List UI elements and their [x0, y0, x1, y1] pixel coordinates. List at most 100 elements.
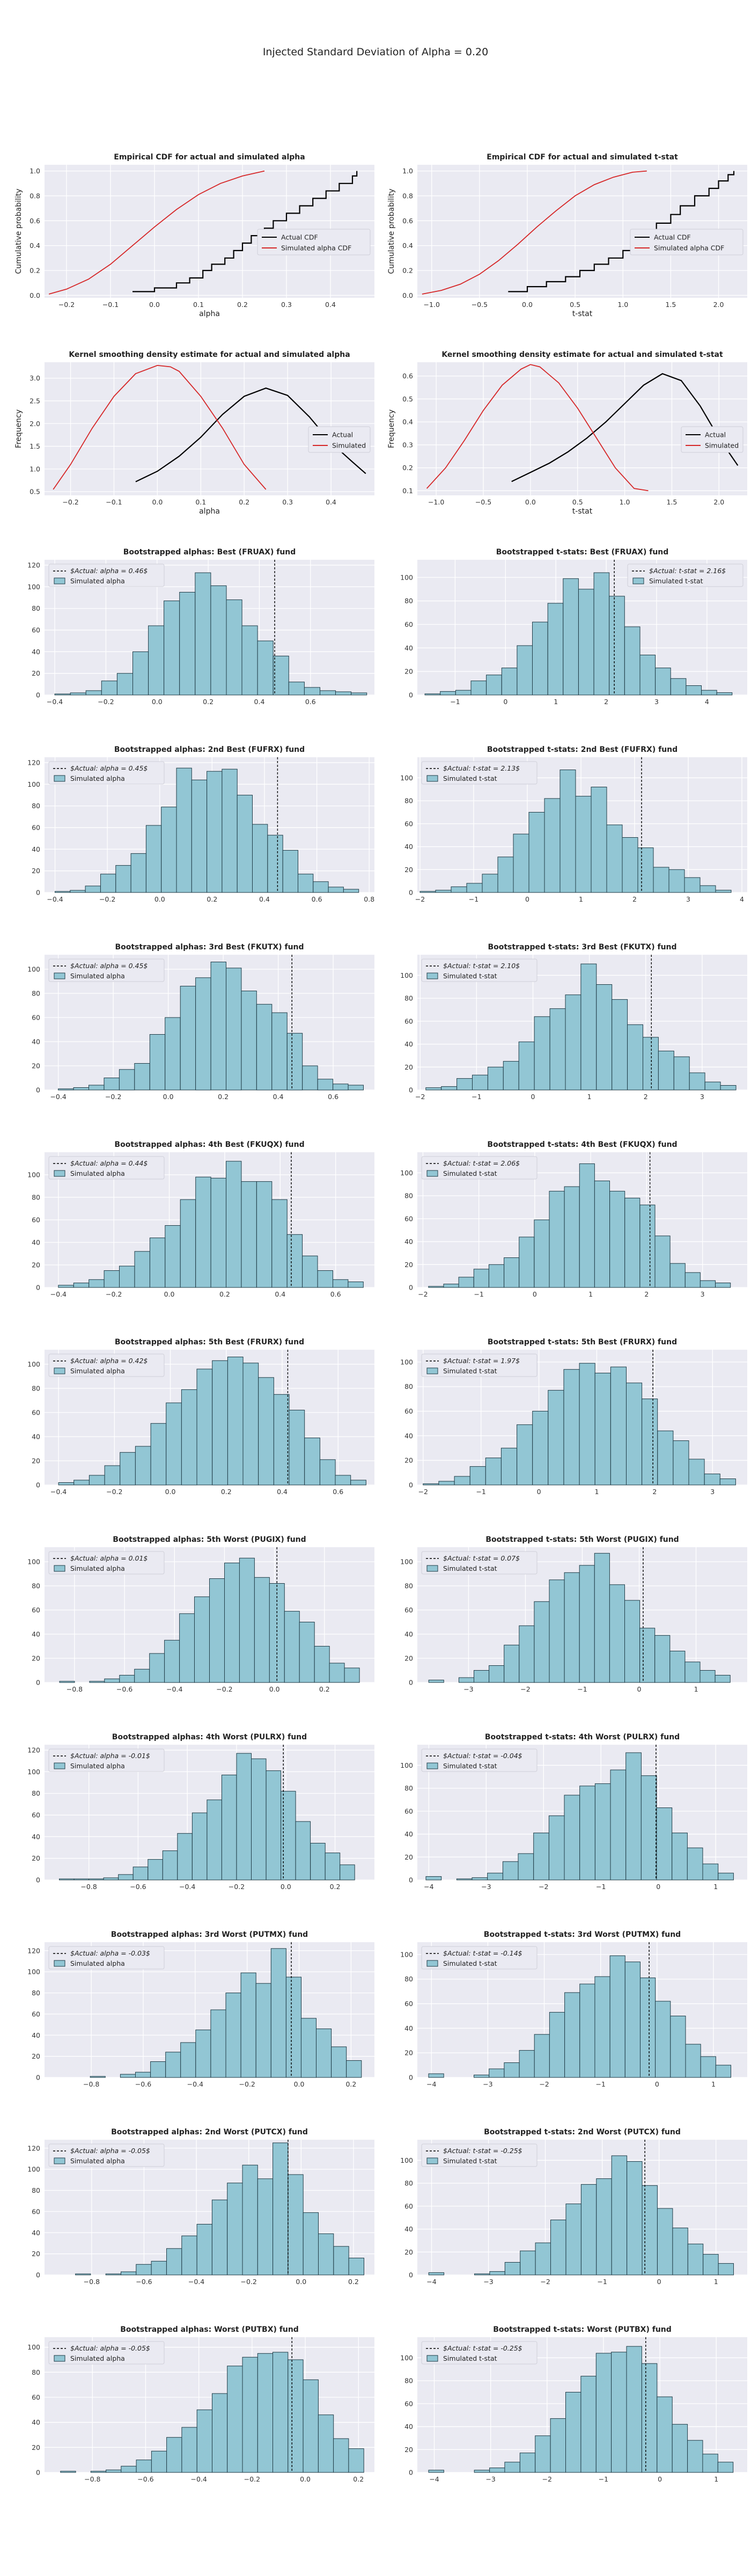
histogram-bar [302, 1255, 318, 1288]
x-tick-label: 0.5 [570, 301, 580, 309]
y-tick-label: 0.5 [402, 395, 413, 403]
legend: $Actual: t-stat = -0.25$ Simulated t-stat [421, 2341, 538, 2365]
histogram-bar [625, 1752, 642, 1880]
y-tick-label: 60 [32, 626, 40, 634]
histogram-bar [419, 891, 436, 893]
histogram-bar [466, 883, 483, 893]
y-tick-label: 100 [400, 774, 413, 782]
x-tick-label: −0.5 [475, 498, 491, 506]
histogram-bar [73, 1878, 90, 1880]
legend-swatch-simulated [426, 1960, 438, 1967]
y-tick-label: 60 [404, 1214, 413, 1223]
y-tick-label: 80 [32, 604, 40, 612]
histogram-bar [104, 1465, 121, 1485]
x-tick-label: 0.6 [330, 1290, 341, 1298]
histogram-bar [73, 1480, 90, 1485]
histogram-bar [351, 692, 367, 696]
chart-panel-0: −0.2 −0.1 0.0 0.1 0.2 0.3 0.4 0.0 0.2 0.4 0.6 0.8 1.… [14, 153, 374, 318]
x-tick-label: −0.6 [136, 2278, 152, 2286]
x-tick-label: 0 [503, 698, 507, 706]
chart-panel-18: −0.8 −0.6 −0.4 −0.2 0.0 0.2 0 20 40 60 80 100 120 Boo… [27, 1930, 374, 2088]
chart-panel-12: −0.4 −0.2 0.0 0.2 0.4 0.6 0 20 40 60 80 100 Bootstra… [27, 1338, 374, 1496]
y-tick-label: 40 [32, 1038, 40, 1046]
histogram-bar [503, 1061, 519, 1091]
histogram-bar [118, 1874, 134, 1880]
histogram-bar [73, 1283, 90, 1288]
y-tick-label: 100 [400, 573, 413, 581]
y-tick-label: 80 [404, 1192, 413, 1200]
histogram-bar [487, 1872, 503, 1880]
histogram-bar [100, 874, 116, 893]
y-tick-label: 20 [404, 1655, 413, 1663]
histogram-bar [489, 2068, 505, 2078]
histogram-bar [346, 2060, 362, 2078]
legend-label-actual: $Actual: t-stat = -0.14$ [443, 1949, 522, 1957]
histogram-bar [89, 1878, 104, 1880]
histogram-bar [559, 770, 576, 893]
histogram-bar [470, 680, 487, 696]
x-tick-label: −1.0 [424, 301, 440, 309]
histogram-bar [241, 625, 258, 696]
histogram-bar [474, 2273, 490, 2275]
legend-label-simulated: Simulated t-stat [649, 577, 703, 585]
histogram-bar [513, 833, 529, 893]
y-tick-label: 20 [404, 1457, 413, 1465]
legend: Actual Simulated [681, 426, 743, 453]
histogram-bar [148, 1859, 163, 1880]
y-axis-label: Cumulative probability [387, 188, 396, 274]
histogram-bar [639, 655, 656, 696]
histogram-bar [177, 1833, 193, 1880]
legend-box [421, 1748, 538, 1772]
x-tick-label: 0.4 [326, 498, 336, 506]
y-tick-label: 20 [404, 2248, 413, 2256]
histogram-bar [578, 589, 594, 696]
histogram-bar [451, 886, 467, 893]
histogram-bar [504, 2462, 520, 2473]
histogram-bar [580, 2376, 597, 2473]
y-tick-label: 0 [409, 2074, 413, 2082]
chart-panel-6: −0.4 −0.2 0.0 0.2 0.4 0.6 0.8 0 20 40 60 80 100 120 Bo… [27, 745, 374, 903]
histogram-bar [343, 889, 359, 893]
y-tick-label: 20 [32, 669, 40, 677]
histogram-bar [610, 1769, 627, 1880]
y-tick-label: 0 [409, 691, 413, 699]
legend-label: Actual CDF [281, 233, 318, 241]
histogram-bar [443, 1284, 459, 1288]
x-tick-label: 0.2 [203, 698, 213, 706]
legend-label: Simulated [332, 442, 366, 450]
x-tick-label: −0.6 [130, 1883, 146, 1891]
y-tick-label: 20 [404, 2446, 413, 2454]
histogram-bar [550, 2418, 566, 2473]
x-tick-label: −0.5 [472, 301, 488, 309]
histogram-bar [488, 1264, 505, 1288]
histogram-bar [564, 1992, 580, 2078]
histogram-bar [688, 1459, 705, 1485]
legend: $Actual: alpha = 0.01$ Simulated alpha [48, 1551, 165, 1575]
histogram-bar [684, 1662, 701, 1683]
histogram-bar [331, 2046, 347, 2078]
histogram-bar [55, 891, 71, 893]
histogram-bar [594, 1180, 610, 1288]
x-tick-label: 0.1 [193, 301, 204, 309]
x-tick-label: −2 [542, 2475, 552, 2483]
panel-title: Bootstrapped t-stats: 3rd Best (FKUTX) f… [488, 943, 676, 952]
legend-label-simulated: Simulated alpha [70, 774, 125, 782]
histogram-bar [548, 1390, 564, 1485]
x-tick-label: −0.4 [47, 698, 63, 706]
x-tick-label: 4 [705, 698, 709, 706]
histogram-bar [502, 1861, 519, 1880]
histogram-bar [686, 685, 702, 696]
histogram-bar [195, 2029, 211, 2078]
histogram-bar [428, 2073, 444, 2078]
y-tick-label: 100 [27, 1768, 40, 1776]
x-tick-label: 0 [655, 2080, 659, 2088]
histogram-bar [672, 2227, 688, 2275]
histogram-bar [458, 1677, 475, 1683]
histogram-bar [424, 693, 441, 696]
x-tick-label: −1 [599, 2475, 608, 2483]
histogram-bar [135, 1446, 151, 1485]
histogram-bar [489, 1665, 505, 1683]
x-tick-label: 0.0 [525, 498, 536, 506]
chart-panel-11: −2 −1 0 1 2 3 0 20 40 60 80 100 Bootstrapped t-stats… [400, 1140, 747, 1298]
